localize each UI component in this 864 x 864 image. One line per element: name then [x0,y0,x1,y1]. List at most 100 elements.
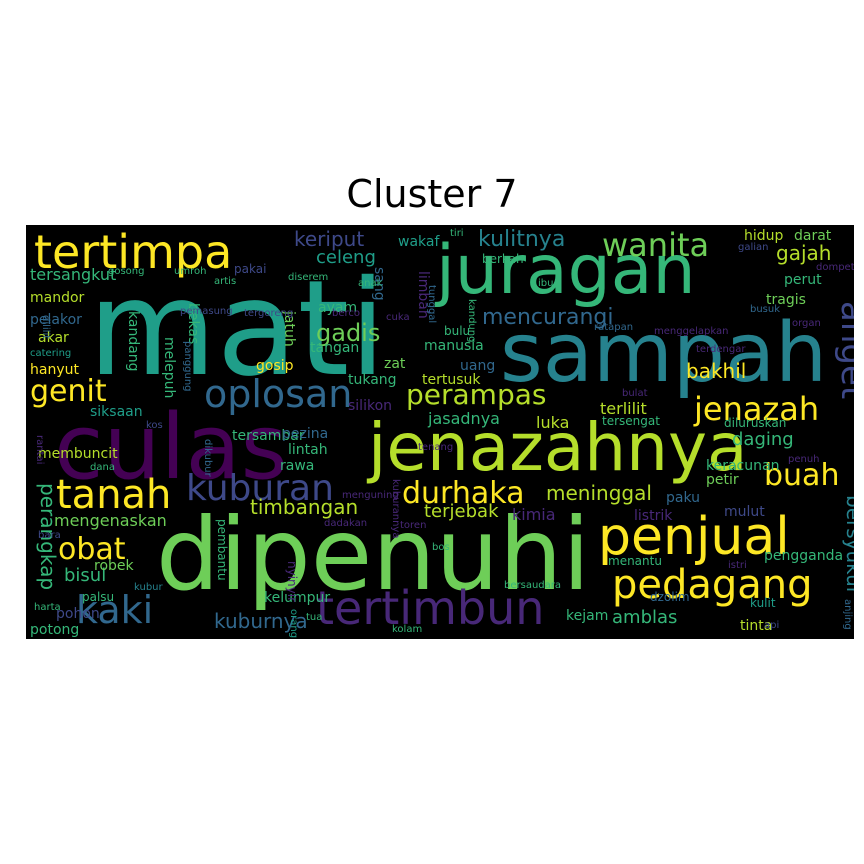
cloud-word-tunggal: tunggal [426,285,437,324]
cloud-word-oplosan: oplosan [204,372,353,416]
cloud-word-robek: robek [94,558,134,574]
cloud-word-bakhil: bakhil [686,359,747,383]
cloud-word-dililit: dililit [40,315,51,340]
cloud-word-membuncit: membuncit [38,446,118,462]
cloud-word-menggelapkan: menggelapkan [654,326,729,337]
cloud-word-celeng: celeng [316,247,376,268]
cloud-word-pezina: pezina [282,426,329,442]
cloud-word-pengganda: pengganda [764,548,844,564]
cloud-word-kandang: kandang [125,311,141,372]
cloud-word-tukang: tukang [348,372,397,388]
cloud-word-kubur: kubur [134,582,163,593]
cloud-word-umroh: umroh [174,266,207,277]
cloud-word-diluruskan: diluruskan [724,416,787,430]
cloud-word-kimia: kimia [512,505,556,524]
cloud-word-tinta: tinta [740,618,773,634]
cloud-word-penuh: penuh [788,454,820,465]
cloud-word-tiri: tiri [450,228,464,239]
cloud-word-wanita: wanita [602,226,710,264]
cloud-word-anget: anget [833,301,854,400]
cloud-word-gajah: gajah [776,241,832,265]
cloud-word-bos: bos [432,542,450,553]
cloud-word-perampas: perampas [406,378,547,411]
cloud-word-hanyut: hanyut [30,362,79,378]
cloud-word-anjing: anjing [842,599,853,630]
cloud-word-dikubur: dikubur [202,439,213,477]
cloud-word-keriput: keriput [294,227,365,251]
cloud-word-busuk: busuk [750,304,781,315]
cloud-word-zat: zat [384,356,406,372]
cloud-word-penjual: penjual [598,507,790,567]
cloud-word-nyinyir: nyinyir [285,561,299,603]
cloud-word-obat: obat [58,532,126,567]
cloud-word-dana: dana [90,462,115,473]
cloud-word-mati: mati [88,252,386,406]
cloud-word-bersaudara: bersaudara [504,580,562,591]
cloud-word-anak: anak [358,278,383,289]
cloud-word-dompet: dompet [816,262,854,273]
cloud-word-harta: harta [34,602,61,613]
cloud-word-gosong: gosong [108,266,145,277]
cloud-word-mengenaskan: mengenaskan [54,511,167,530]
cloud-word-amblas: amblas [612,607,678,628]
cloud-word-culas: culas [54,395,288,500]
cloud-word-tersambar: tersambar [232,428,305,444]
cloud-word-tua: tua [306,612,323,623]
cloud-word-genit: genit [30,374,107,409]
cloud-word-kos: kos [146,420,163,431]
cloud-word-pembantu: pembantu [215,519,229,581]
cloud-word-hidup: hidup [744,228,784,244]
cloud-word-mandor: mandor [30,290,85,306]
cloud-word-darat: darat [794,228,832,244]
cloud-word-durhaka: durhaka [402,476,525,511]
cloud-word-gadis: gadis [316,319,381,347]
cloud-word-pemasung: pemasung [180,306,233,317]
cloud-word-rantai: rantai [34,435,45,465]
cloud-word-menguning: menguning [342,490,399,501]
cloud-word-tertimpa: tertimpa [34,225,233,279]
cloud-word-perut: perut [784,272,822,288]
cloud-word-orang: orang [288,609,299,639]
cloud-word-bulat: bulat [622,388,648,399]
cloud-word-jasadnya: jasadnya [428,409,500,428]
cloud-word-petir: petir [706,472,739,488]
cloud-word-palsu: palsu [82,590,115,604]
cloud-word-galian: galian [738,242,769,253]
cloud-word-tertimbun: tertimbun [316,581,545,635]
cloud-word-dadakan: dadakan [324,518,368,529]
cloud-word-pelakor: pelakor [30,312,82,328]
cloud-word-manusia: manusia [424,338,484,354]
cloud-word-bisul: bisul [64,565,107,586]
cloud-word-rawa: rawa [280,458,315,474]
cloud-word-kulitnya: kulitnya [478,227,566,252]
cloud-word-jenazahnya: jenazahnya [368,409,748,486]
cloud-word-organ: organ [792,318,821,329]
cloud-word-terlilit: terlilit [600,399,647,418]
cloud-word-potong: potong [30,622,80,638]
cloud-word-kuburannya: kuburannya [390,479,401,539]
cloud-word-panggung: panggung [182,341,193,392]
cloud-word-tragis: tragis [766,292,806,308]
cloud-word-kandung: kandung [466,299,477,343]
cloud-word-artis: artis [214,276,237,287]
cloud-word-keracunan: keracunan [706,458,780,474]
cloud-word-gosip: gosip [256,358,294,374]
cloud-word-sampah: sampah [500,306,828,401]
cloud-word-tenang: tenang [418,442,454,453]
cloud-word-tanah: tanah [56,472,172,518]
cloud-word-melepuh: melepuh [161,337,177,399]
cloud-word-pohon: pohon [56,606,100,622]
cloud-word-listrik: listrik [634,508,673,524]
cloud-word-pakai: pakai [234,262,267,276]
cloud-word-lintah: lintah [288,442,328,458]
cloud-word-dipenuhi: dipenuhi [156,496,591,613]
cloud-word-bara: bara [38,530,61,541]
cloud-word-ayam: ayam [318,300,358,316]
cloud-word-berco: berco [332,308,361,319]
word-cloud: mati juragan sampah dipenuhi culas jenazahnya… [26,225,854,639]
cloud-word-kuburnya: kuburnya [214,609,308,633]
cloud-word-terdengar: terdengar [696,344,746,355]
cloud-word-diserem: diserem [288,272,329,283]
cloud-word-ibu: ibu [538,278,554,289]
cloud-word-bulu: bulu [444,324,471,338]
